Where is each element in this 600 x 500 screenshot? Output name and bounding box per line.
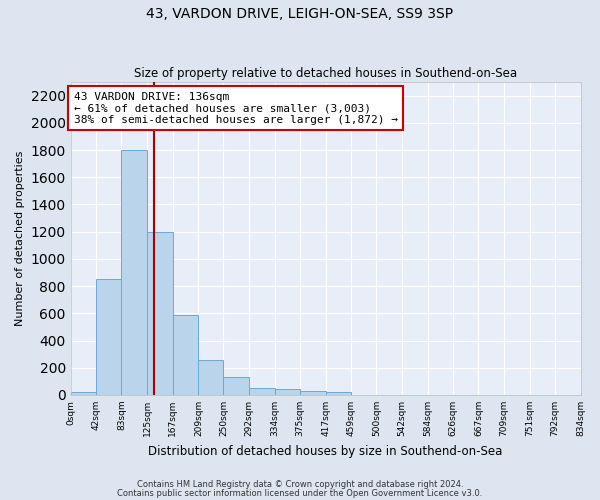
Y-axis label: Number of detached properties: Number of detached properties: [15, 151, 25, 326]
Bar: [249, 388, 275, 395]
Bar: [199, 360, 223, 395]
Bar: [71, 392, 97, 395]
Bar: [147, 232, 173, 395]
Bar: [326, 392, 351, 395]
Text: Contains HM Land Registry data © Crown copyright and database right 2024.: Contains HM Land Registry data © Crown c…: [137, 480, 463, 489]
Text: Contains public sector information licensed under the Open Government Licence v3: Contains public sector information licen…: [118, 489, 482, 498]
X-axis label: Distribution of detached houses by size in Southend-on-Sea: Distribution of detached houses by size …: [148, 444, 503, 458]
Bar: [300, 391, 326, 395]
Bar: [97, 280, 121, 395]
Bar: [223, 377, 249, 395]
Bar: [121, 150, 147, 395]
Text: 43, VARDON DRIVE, LEIGH-ON-SEA, SS9 3SP: 43, VARDON DRIVE, LEIGH-ON-SEA, SS9 3SP: [146, 8, 454, 22]
Bar: [275, 389, 300, 395]
Text: 43 VARDON DRIVE: 136sqm
← 61% of detached houses are smaller (3,003)
38% of semi: 43 VARDON DRIVE: 136sqm ← 61% of detache…: [74, 92, 398, 125]
Title: Size of property relative to detached houses in Southend-on-Sea: Size of property relative to detached ho…: [134, 66, 517, 80]
Bar: [173, 314, 199, 395]
